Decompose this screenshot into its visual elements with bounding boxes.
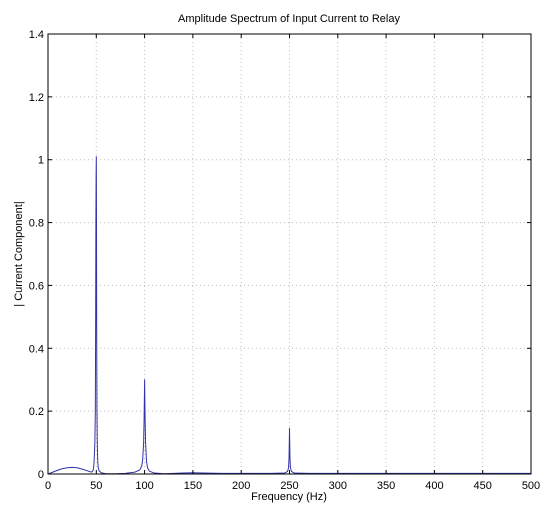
spectrum-line: [47, 156, 531, 475]
x-axis-ticks: 0 50 100 150 200 250 300 350 400 450 500: [45, 34, 540, 492]
x-tick-label: 450: [474, 480, 492, 492]
x-tick-label: 500: [522, 480, 540, 492]
x-tick-label: 300: [329, 480, 347, 492]
y-tick-label: 0: [38, 469, 44, 481]
x-tick-label: 50: [90, 480, 102, 492]
x-tick-label: 250: [280, 480, 298, 492]
y-tick-label: 0.4: [29, 343, 44, 355]
x-tick-label: 0: [45, 480, 51, 492]
x-tick-label: 350: [377, 480, 395, 492]
y-tick-label: 1: [38, 155, 44, 167]
y-tick-label: 1.2: [29, 92, 44, 104]
series-layer: [47, 156, 531, 475]
x-tick-label: 400: [425, 480, 443, 492]
x-tick-label: 150: [184, 480, 202, 492]
y-tick-label: 1.4: [29, 29, 44, 41]
y-tick-label: 0.6: [29, 280, 44, 292]
x-axis-title: Frequency (Hz): [251, 491, 327, 503]
y-axis-ticks: 0 0.2 0.4 0.6 0.8 1 1.2 1.4: [29, 29, 531, 481]
y-tick-label: 0.8: [29, 218, 44, 230]
y-axis-title: | Current Component|: [13, 201, 25, 306]
x-tick-label: 100: [135, 480, 153, 492]
grid-layer: [48, 34, 531, 474]
chart-title: Amplitude Spectrum of Input Current to R…: [178, 13, 400, 25]
x-tick-label: 200: [232, 480, 250, 492]
y-tick-label: 0.2: [29, 406, 44, 418]
